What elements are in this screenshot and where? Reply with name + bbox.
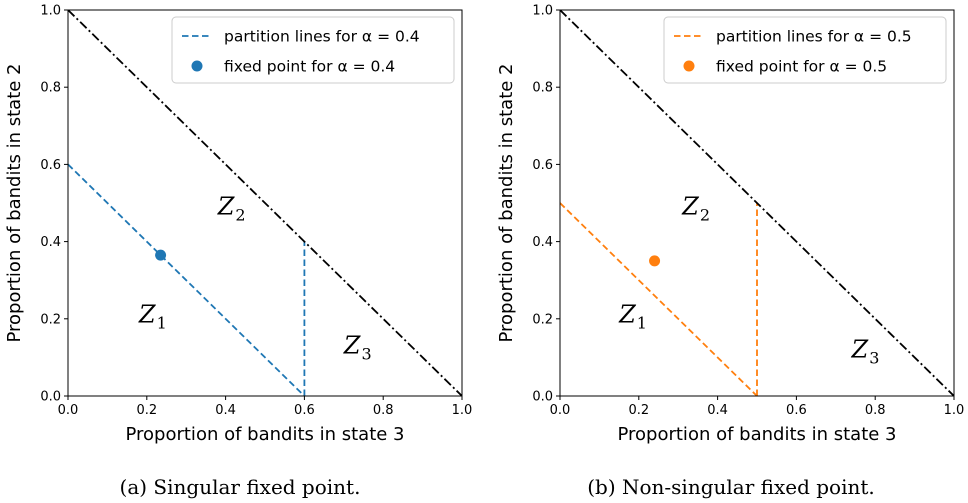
y-axis-label: Proportion of bandits in state 2 <box>496 63 517 342</box>
y-tick-label: 0.2 <box>40 312 61 327</box>
figure-caption: (a) Singular fixed point. <box>120 475 361 499</box>
y-tick-label: 0.8 <box>40 81 61 96</box>
x-tick-label: 1.0 <box>944 403 965 418</box>
fixed-point-marker <box>155 249 167 261</box>
y-tick-label: 0.6 <box>532 158 553 173</box>
plot-area <box>560 10 954 396</box>
y-tick-label: 0.2 <box>532 312 553 327</box>
axes-frame <box>559 9 955 397</box>
y-tick-label: 1.0 <box>40 4 61 19</box>
region-label: Z2 <box>217 193 246 225</box>
region-label: Z2 <box>681 193 710 225</box>
region-label: Z3 <box>851 335 880 367</box>
region-label: Z1 <box>138 301 167 333</box>
x-tick-label: 0.2 <box>628 403 649 418</box>
y-axis-label: Proportion of bandits in state 2 <box>4 63 25 342</box>
legend-entry-label: partition lines for α = 0.5 <box>716 28 912 46</box>
legend-entry-label: fixed point for α = 0.4 <box>224 58 395 76</box>
legend-box <box>171 16 455 84</box>
legend-box <box>663 16 947 84</box>
x-tick-label: 0.6 <box>786 403 807 418</box>
legend-marker-swatch <box>683 60 695 72</box>
legend-entry-label: fixed point for α = 0.5 <box>716 58 887 76</box>
diagonal-boundary-line <box>68 10 462 396</box>
partition-line-0 <box>68 163 306 396</box>
x-tick-label: 0.4 <box>215 403 236 418</box>
x-tick-label: 1.0 <box>452 403 473 418</box>
y-tick-label: 0.6 <box>40 158 61 173</box>
x-axis-label: Proportion of bandits in state 3 <box>617 424 896 445</box>
x-tick-label: 0.4 <box>707 403 728 418</box>
y-tick-label: 0.8 <box>532 81 553 96</box>
x-tick-label: 0.0 <box>550 403 571 418</box>
chart-panel-b: 0.0 0.2 0.4 0.6 0.8 1.0 0.0 0.2 0.4 0.6 0.8 1.0 Prop… <box>496 4 964 500</box>
y-tick-label: 1.0 <box>532 4 553 19</box>
x-tick-label: 0.2 <box>136 403 157 418</box>
x-tick-label: 0.8 <box>373 403 394 418</box>
fixed-point-marker <box>649 255 661 267</box>
axes-frame <box>67 9 463 397</box>
plot-area <box>68 10 462 396</box>
x-tick-label: 0.8 <box>865 403 886 418</box>
partition-line-0 <box>560 202 758 396</box>
chart-panel-a: 0.0 0.2 0.4 0.6 0.8 1.0 0.0 0.2 0.4 0.6 0.8 1.0 Prop… <box>4 4 472 500</box>
figure-caption: (b) Non-singular fixed point. <box>587 475 875 499</box>
x-tick-label: 0.6 <box>294 403 315 418</box>
y-tick-label: 0.4 <box>532 235 553 250</box>
y-tick-label: 0.0 <box>40 390 61 405</box>
region-label: Z3 <box>343 332 372 364</box>
y-tick-label: 0.0 <box>532 390 553 405</box>
legend: partition lines for α = 0.5 fixed point f… <box>663 16 947 84</box>
y-tick-label: 0.4 <box>40 235 61 250</box>
x-tick-label: 0.0 <box>58 403 79 418</box>
legend-marker-swatch <box>191 60 203 72</box>
legend-entry-label: partition lines for α = 0.4 <box>224 28 420 46</box>
x-axis-label: Proportion of bandits in state 3 <box>125 424 404 445</box>
region-label: Z1 <box>618 301 647 333</box>
diagonal-boundary-line <box>560 10 954 396</box>
legend: partition lines for α = 0.4 fixed point f… <box>171 16 455 84</box>
